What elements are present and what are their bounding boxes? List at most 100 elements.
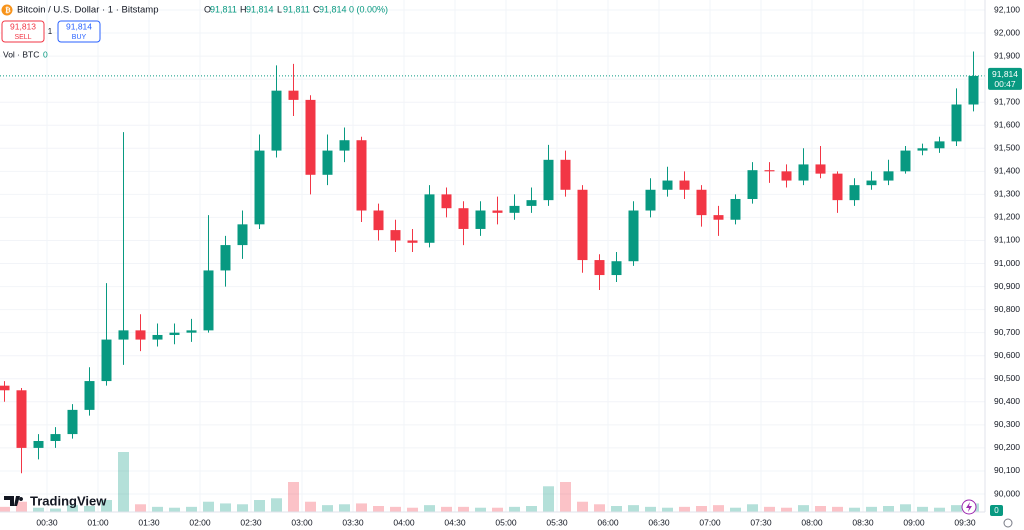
volume-bar <box>339 504 350 512</box>
alert-glyph <box>966 502 972 512</box>
ohlc-label: C <box>313 4 320 14</box>
x-tick-label: 06:00 <box>597 517 619 527</box>
y-tick-label: 90,300 <box>994 419 1020 429</box>
x-tick-label: 05:00 <box>495 517 517 527</box>
volume-bar <box>594 504 605 512</box>
volume-bar <box>271 498 282 512</box>
x-tick-label: 06:30 <box>648 517 670 527</box>
volume-bar <box>101 500 112 512</box>
volume-bar <box>679 506 690 512</box>
volume-label: Vol · BTC <box>3 49 39 59</box>
candle-body <box>628 210 639 262</box>
candle-body <box>713 215 724 220</box>
y-tick-label: 91,900 <box>994 50 1020 60</box>
x-tick-label: 01:00 <box>87 517 109 527</box>
ohlc-value: 91,811 <box>283 4 310 14</box>
volume-bar <box>305 501 316 512</box>
volume-bar <box>441 506 452 512</box>
volume-bar <box>322 505 333 512</box>
candle-body <box>441 194 452 209</box>
candle-body <box>16 390 27 448</box>
sell-label[interactable]: SELL <box>14 34 31 41</box>
y-tick-label: 92,000 <box>994 27 1020 37</box>
volume-bar <box>764 506 775 512</box>
sell-button[interactable]: 91,813 SELL <box>1 20 45 43</box>
volume-bar <box>118 452 129 512</box>
x-tick-label: 09:00 <box>903 517 925 527</box>
last-price-box <box>988 67 1022 90</box>
volume-bar <box>577 501 588 512</box>
candle-body <box>237 224 248 246</box>
candle-body <box>730 198 741 220</box>
y-tick-label: 90,900 <box>994 281 1020 291</box>
volume-bar <box>849 507 860 512</box>
volume-value: 0 <box>43 49 48 59</box>
volume-bar <box>424 505 435 512</box>
axes: 90,000 90,100 90,200 90,300 90,400 90,500 90,6… <box>36 4 1022 527</box>
candle-body <box>271 90 282 151</box>
volume-bar <box>16 501 27 512</box>
y-tick-label: 90,000 <box>994 488 1020 498</box>
candle-body <box>798 164 809 181</box>
candle-body <box>135 330 146 340</box>
ohlc-label: O <box>204 4 211 14</box>
y-tick-label: 90,500 <box>994 373 1020 383</box>
settings-icon[interactable] <box>1003 518 1013 528</box>
last-price-label: 91,814 <box>992 69 1018 79</box>
candle-body <box>84 381 95 410</box>
candle-body <box>356 140 367 211</box>
x-tick-label: 08:00 <box>801 517 823 527</box>
sell-box[interactable] <box>1 20 45 43</box>
candle-body <box>526 200 537 206</box>
volume-badge-value: 0 <box>994 506 999 515</box>
candle-body <box>288 90 299 100</box>
y-tick-label: 91,700 <box>994 96 1020 106</box>
volume-bar <box>917 506 928 512</box>
x-tick-label: 05:30 <box>546 517 568 527</box>
volume-bar <box>390 506 401 512</box>
ohlc-label: L <box>277 4 282 14</box>
candle-body <box>152 334 163 340</box>
candle-body <box>203 270 214 331</box>
x-tick-label: 09:30 <box>954 517 976 527</box>
y-tick-label: 91,100 <box>994 235 1020 245</box>
candle-body <box>475 210 486 229</box>
x-tick-label: 01:30 <box>138 517 160 527</box>
y-tick-label: 91,300 <box>994 189 1020 199</box>
volume-bar <box>866 506 877 512</box>
ohlc-value: 91,814 <box>246 4 274 14</box>
volume-bar <box>628 505 639 512</box>
volume-bar <box>730 507 741 512</box>
candle-body <box>577 189 588 261</box>
volume-bar <box>900 504 911 512</box>
candle-body <box>67 409 78 435</box>
volume-bar <box>934 507 945 512</box>
logo: TradingView <box>30 493 107 508</box>
logo-mark <box>4 496 24 506</box>
volume-bar <box>135 504 146 512</box>
volume-bar <box>373 506 384 512</box>
sell-price[interactable]: 91,813 <box>10 21 36 31</box>
buy-box[interactable] <box>57 20 101 43</box>
volume-bar <box>203 501 214 512</box>
volume-bar <box>356 503 367 512</box>
candle-body <box>424 194 435 243</box>
candle-body <box>934 141 945 149</box>
candle-body <box>849 185 860 201</box>
candle-body <box>305 99 316 175</box>
volume-bar <box>475 507 486 512</box>
buy-label[interactable]: BUY <box>72 34 87 41</box>
y-tick-label: 91,400 <box>994 166 1020 176</box>
buy-button[interactable]: 91,814 BUY <box>57 20 101 43</box>
candle-body <box>509 205 520 213</box>
volume-bar <box>237 504 248 512</box>
volume-bar <box>781 507 792 512</box>
volume-bar <box>798 505 809 512</box>
candle-body <box>781 171 792 181</box>
candle-body <box>679 180 690 190</box>
buy-price[interactable]: 91,814 <box>66 21 92 31</box>
candle-body <box>458 208 469 229</box>
y-tick-label: 91,000 <box>994 258 1020 268</box>
candle-body <box>0 385 10 391</box>
candle-body <box>815 164 826 174</box>
